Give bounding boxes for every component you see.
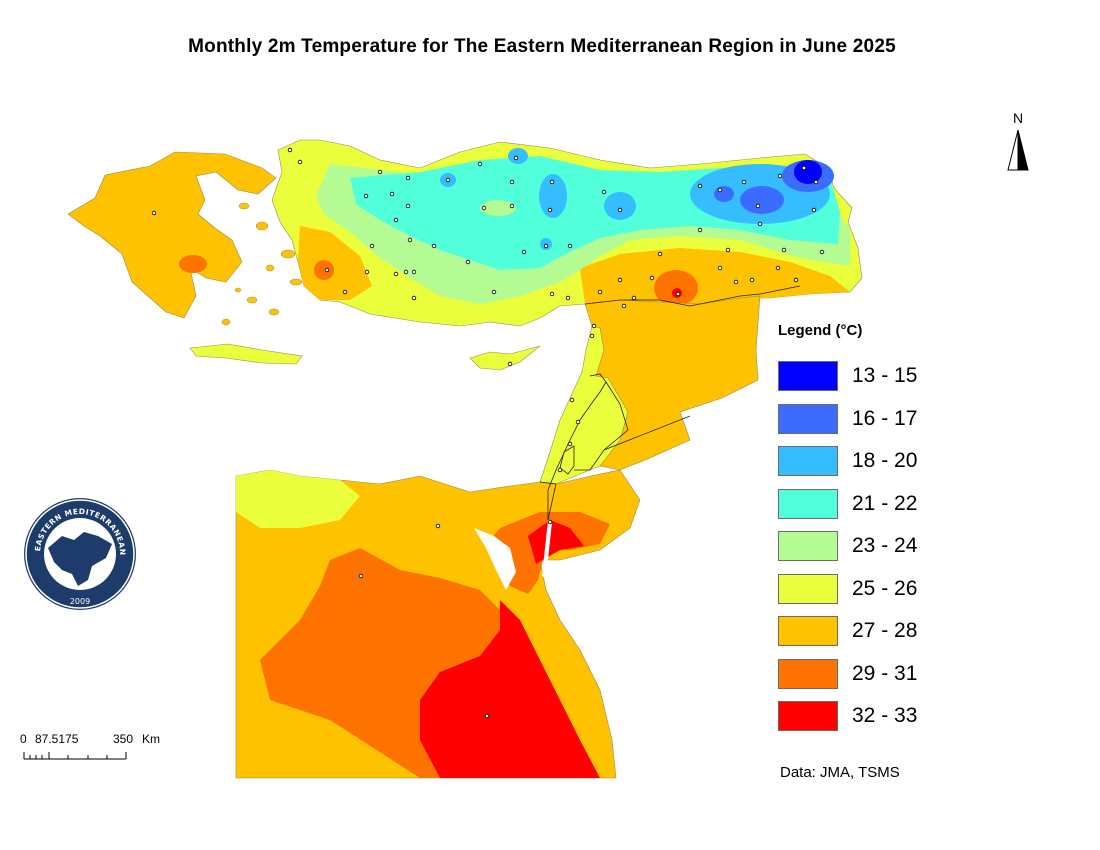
region-levant bbox=[539, 325, 629, 485]
legend-label: 29 - 31 bbox=[852, 661, 918, 685]
region-sinai bbox=[490, 512, 610, 594]
coldspot-8 bbox=[714, 186, 734, 202]
legend-item: 27 - 28 bbox=[778, 610, 978, 653]
legend-label: 27 - 28 bbox=[852, 619, 918, 643]
legend-label: 18 - 20 bbox=[852, 449, 918, 473]
emcc-logo: EASTERN MEDITERRANEAN CLIMATE CENTRE 200… bbox=[18, 489, 138, 612]
logo-year: 2009 bbox=[70, 597, 90, 606]
legend-swatch bbox=[778, 658, 838, 689]
sinai-hot bbox=[528, 520, 584, 564]
legend-item: 29 - 31 bbox=[778, 653, 978, 696]
north-label: N bbox=[1012, 110, 1024, 126]
legend-swatch bbox=[778, 531, 838, 562]
legend-swatch bbox=[778, 446, 838, 477]
turkey-warm-band bbox=[298, 226, 372, 300]
warm-island-green bbox=[480, 200, 516, 216]
legend-item: 32 - 33 bbox=[778, 695, 978, 738]
legend-label: 23 - 24 bbox=[852, 534, 918, 558]
legend-label: 32 - 33 bbox=[852, 704, 918, 728]
scale-bar-ticks bbox=[23, 752, 127, 760]
coldspot-3 bbox=[539, 174, 567, 218]
scale-label-0: 0 bbox=[20, 732, 27, 746]
hotspot-athens bbox=[179, 255, 207, 273]
legend-items: 13 - 15 16 - 17 18 - 20 21 - 22 23 - 24 25 - … bbox=[778, 355, 978, 738]
turkey-southeast-band bbox=[580, 248, 850, 306]
legend-swatch bbox=[778, 403, 838, 434]
legend-item: 13 - 15 bbox=[778, 355, 978, 398]
egypt-south-red bbox=[420, 600, 600, 778]
hotspot-izmir bbox=[314, 260, 334, 280]
legend-label: 21 - 22 bbox=[852, 491, 918, 515]
legend-item: 25 - 26 bbox=[778, 568, 978, 611]
legend-swatch bbox=[778, 573, 838, 604]
legend-label: 16 - 17 bbox=[852, 406, 918, 430]
legend-title: Legend (°C) bbox=[778, 322, 863, 339]
region-crete bbox=[189, 343, 303, 365]
legend-swatch bbox=[778, 616, 838, 647]
gulf-of-aqaba bbox=[542, 520, 552, 578]
legend-item: 23 - 24 bbox=[778, 525, 978, 568]
scale-label-1: 87.5175 bbox=[35, 732, 79, 746]
region-greece bbox=[67, 151, 277, 319]
coldspot-9 bbox=[794, 160, 822, 184]
logo-emblem: EASTERN MEDITERRANEAN CLIMATE CENTRE 200… bbox=[18, 489, 136, 610]
scale-bar: 0 87.5175 350 Km bbox=[20, 732, 170, 772]
scale-unit: Km bbox=[142, 732, 160, 746]
coldspot-7 bbox=[740, 186, 784, 214]
legend-label: 25 - 26 bbox=[852, 576, 918, 600]
map-title: Monthly 2m Temperature for The Eastern M… bbox=[188, 36, 896, 57]
legend-swatch bbox=[778, 488, 838, 519]
legend-item: 21 - 22 bbox=[778, 483, 978, 526]
scale-label-2: 350 bbox=[113, 732, 134, 746]
legend-label: 13 - 15 bbox=[852, 364, 918, 388]
hotspot-turkey-east bbox=[654, 270, 698, 306]
data-source: Data: JMA, TSMS bbox=[780, 764, 900, 781]
aegean-islands bbox=[221, 202, 317, 326]
legend-item: 16 - 17 bbox=[778, 398, 978, 441]
legend-swatch bbox=[778, 701, 838, 732]
legend-swatch bbox=[778, 361, 838, 392]
coldspot-4 bbox=[604, 192, 636, 220]
coldspot-1 bbox=[508, 148, 528, 164]
gulf-of-suez bbox=[474, 528, 516, 590]
region-cyprus bbox=[469, 345, 541, 371]
legend: Legend (°C) 13 - 15 16 - 17 18 - 20 21 - 22… bbox=[778, 322, 978, 738]
north-arrow-icon bbox=[1007, 130, 1029, 171]
country-borders bbox=[539, 285, 801, 521]
legend-item: 18 - 20 bbox=[778, 440, 978, 483]
egypt-north-yellow bbox=[236, 470, 360, 528]
north-arrow: N bbox=[1000, 110, 1036, 180]
station-points bbox=[151, 147, 825, 719]
